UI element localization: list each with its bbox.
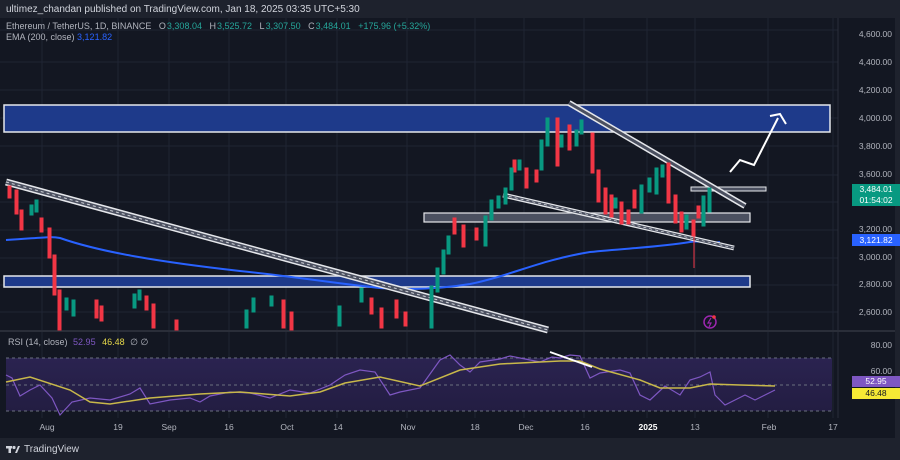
close-value: 3,484.01 [315,21,351,31]
rsi-line [5,354,776,417]
tradingview-logo-icon [6,445,20,453]
resistance-zone [3,104,831,133]
rsi-value-tag: 52.95 [852,376,900,387]
publisher-line: ultimez_chandan published on TradingView… [6,4,360,15]
brand-name: TradingView [24,444,80,455]
rsi-ma-line [5,360,776,405]
projection-arrow [729,117,779,173]
rsi-label: RSI (14, close) [8,337,68,347]
symbol-name: Ethereum / TetherUS, 1D, BINANCE [6,21,152,31]
rsi-divergence-line [549,351,593,368]
channel-upper-trendline [567,100,747,209]
last-price-tag: 3,484.01 01:54:02 [852,184,900,206]
long-trendline [5,178,549,334]
ema-value: 3,121.82 [77,32,113,42]
candles [7,117,712,331]
rsi-extra: ∅ ∅ [130,337,149,347]
high-value: 3,525.72 [216,21,253,31]
ema200-line [5,236,721,290]
flash-alert-icon [703,315,717,329]
symbol-legend: Ethereum / TetherUS, 1D, BINANCE O3,308.… [6,21,431,42]
tradingview-brand[interactable]: TradingView [6,444,79,455]
ema-label: EMA (200, close) [6,32,75,42]
breakout-level-box [690,186,767,192]
open-value: 3,308.04 [166,21,202,31]
channel-lower-trendline [502,192,735,251]
ema-price-tag: 3,121.82 [852,234,900,246]
rsi-ma-value: 46.48 [102,337,125,347]
rsi-legend: RSI (14, close) 52.95 46.48 ∅ ∅ [8,337,148,348]
rsi-ma-tag: 46.48 [852,388,900,399]
low-value: 3,307.50 [265,21,301,31]
rsi-value: 52.95 [73,337,96,347]
rsi-band [6,358,832,411]
change-value: +175.96 (+5.32%) [358,21,431,31]
